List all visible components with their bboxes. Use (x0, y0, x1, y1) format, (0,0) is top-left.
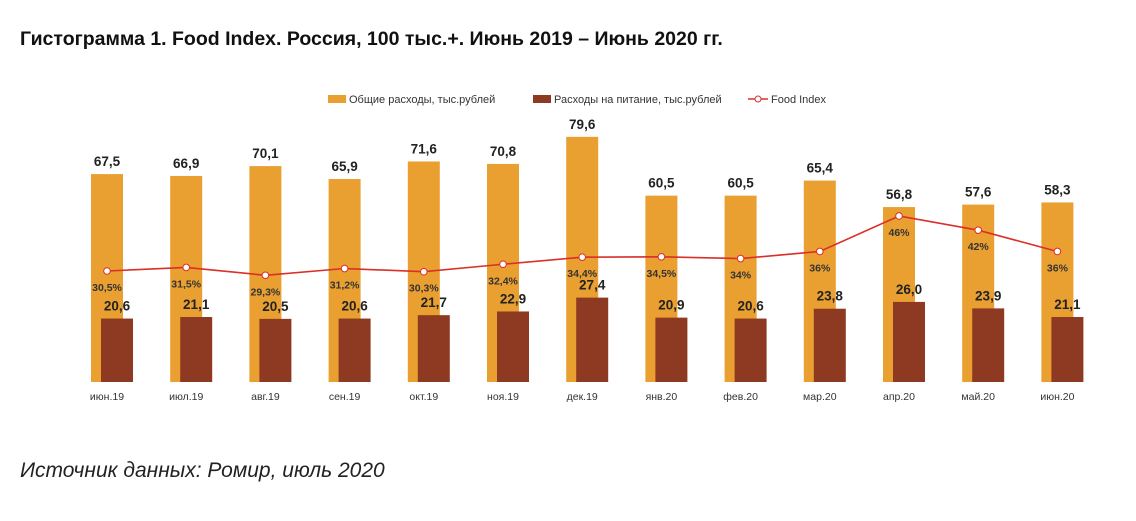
bar-food (734, 318, 767, 382)
food-index-point (578, 253, 587, 261)
bar-food-label: 23,8 (817, 289, 844, 304)
bar-food (417, 315, 450, 382)
bar-total-label: 67,5 (94, 154, 121, 169)
food-index-label: 42% (968, 241, 990, 253)
food-index-label: 31,2% (330, 280, 360, 292)
legend-label-food: Расходы на питание, тыс.рублей (554, 94, 722, 106)
x-tick-label: ноя.19 (487, 391, 519, 403)
legend-marker-food-index (754, 95, 762, 103)
bar-food (259, 318, 292, 382)
food-index-label: 30,3% (409, 283, 439, 295)
legend-swatch-food (533, 95, 551, 103)
x-tick-label: апр.20 (883, 391, 915, 403)
legend-label-total: Общие расходы, тыс.рублей (349, 94, 495, 106)
bar-food (972, 308, 1005, 382)
food-index-point (261, 271, 270, 280)
bar-food-label: 20,5 (262, 299, 289, 314)
food-index-label: 34,5% (647, 268, 677, 280)
food-index-label: 34,4% (567, 268, 597, 280)
bar-food-label: 22,9 (500, 291, 526, 306)
bar-total-label: 57,6 (965, 185, 992, 200)
bar-total-label: 70,1 (252, 146, 279, 161)
bar-total-label: 60,5 (648, 176, 675, 191)
bar-food-label: 20,6 (737, 299, 764, 314)
food-index-point (736, 254, 745, 263)
food-index-point (103, 267, 111, 275)
bar-total-label: 65,9 (331, 159, 357, 174)
x-tick-label: фев.20 (723, 391, 758, 403)
source-note: Источник данных: Ромир, июль 2020 (20, 459, 385, 482)
food-index-label: 46% (888, 227, 910, 239)
bar-food (338, 318, 371, 382)
bar-food-label: 26,0 (896, 282, 922, 297)
bar-food (1051, 317, 1084, 382)
bar-food-label: 21,7 (421, 295, 447, 310)
food-index-point (499, 260, 507, 269)
food-index-point (340, 264, 349, 273)
bar-total-label: 79,6 (569, 117, 596, 132)
bar-food (101, 318, 133, 382)
bar-food (813, 308, 846, 382)
bar-food-label: 21,1 (1054, 297, 1081, 312)
bar-food-label: 27,4 (579, 278, 606, 293)
bar-food (497, 311, 529, 382)
bar-food-label: 21,1 (183, 297, 210, 312)
bar-food-label: 20,6 (104, 299, 131, 314)
bar-food-label: 20,6 (341, 299, 368, 314)
bar-total-label: 58,3 (1044, 182, 1071, 197)
food-index-point (1053, 247, 1062, 256)
chart-title: Гистограмма 1. Food Index. Россия, 100 т… (20, 28, 723, 50)
food-index-point (182, 263, 190, 272)
food-index-label: 36% (1047, 262, 1069, 274)
food-index-point (895, 212, 903, 220)
bar-total-label: 65,4 (807, 161, 834, 176)
legend-swatch-total (328, 95, 346, 103)
x-tick-label: июн.20 (1040, 391, 1074, 403)
food-index-label: 29,3% (251, 286, 281, 298)
food-index-label: 32,4% (488, 275, 518, 287)
food-index-point (974, 226, 983, 234)
chart: Общие расходы, тыс.рублей Расходы на пита… (90, 94, 1084, 403)
bar-food (893, 301, 925, 382)
legend-label-food-index: Food Index (771, 94, 827, 106)
food-index-label: 36% (809, 262, 831, 274)
x-tick-label: дек.19 (567, 391, 598, 403)
x-tick-label: янв.20 (646, 391, 678, 403)
bar-food-label: 20,9 (658, 298, 684, 313)
x-tick-label: июл.19 (169, 391, 203, 403)
x-tick-label: авг.19 (251, 391, 280, 403)
bar-total-label: 70,8 (490, 144, 517, 159)
food-index-label: 34% (730, 270, 752, 282)
bar-food (180, 317, 213, 382)
x-tick-label: июн.19 (90, 391, 124, 403)
food-index-label: 30,5% (92, 282, 122, 294)
x-tick-label: мар.20 (803, 391, 837, 403)
food-index-label: 31,5% (171, 278, 201, 290)
food-index-point (420, 267, 428, 276)
bar-total-label: 56,8 (886, 187, 913, 202)
x-tick-label: май.20 (961, 391, 995, 403)
bar-total-label: 71,6 (411, 141, 438, 156)
x-tick-label: окт.19 (409, 391, 438, 403)
bar-food (655, 317, 688, 382)
bar-total-label: 66,9 (173, 156, 199, 171)
bar-food-label: 23,9 (975, 288, 1001, 303)
food-index-point (816, 247, 824, 256)
bar-total-label: 60,5 (727, 176, 754, 191)
bar-food (576, 297, 609, 382)
food-index-point (657, 252, 666, 261)
x-tick-label: сен.19 (329, 391, 361, 403)
